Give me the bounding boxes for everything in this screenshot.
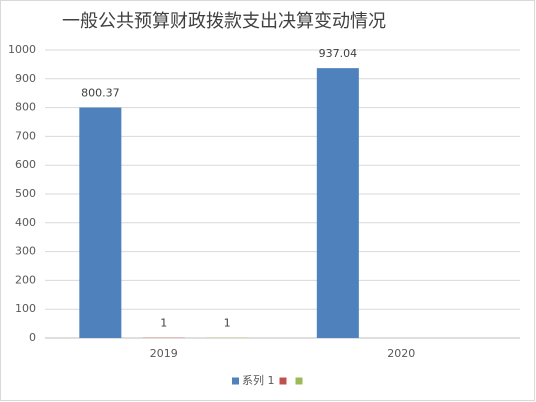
y-tick-label: 500 xyxy=(15,187,36,200)
x-tick-label: 2019 xyxy=(150,347,178,360)
legend-swatch xyxy=(295,377,303,385)
y-tick-label: 700 xyxy=(15,129,36,142)
y-tick-label: 200 xyxy=(15,273,36,286)
data-label: 1 xyxy=(224,317,231,330)
y-tick-label: 400 xyxy=(15,216,36,229)
y-tick-label: 800 xyxy=(15,101,36,114)
y-tick-label: 100 xyxy=(15,302,36,315)
legend-label: 系列 1 xyxy=(242,373,275,387)
y-tick-label: 600 xyxy=(15,158,36,171)
data-label: 1 xyxy=(160,317,167,330)
y-tick-label: 300 xyxy=(15,245,36,258)
y-tick-label: 900 xyxy=(15,72,36,85)
legend-swatch xyxy=(232,377,239,385)
x-tick-label: 2020 xyxy=(387,347,415,360)
chart-title: 一般公共预算财政拨款支出决算变动情况 xyxy=(62,11,386,32)
legend-swatch xyxy=(279,377,287,385)
bar xyxy=(79,107,122,338)
y-tick-label: 1000 xyxy=(8,43,36,56)
data-label: 937.04 xyxy=(319,47,358,60)
bar xyxy=(316,68,359,338)
data-label: 800.37 xyxy=(81,86,120,99)
y-tick-label: 0 xyxy=(29,331,36,344)
